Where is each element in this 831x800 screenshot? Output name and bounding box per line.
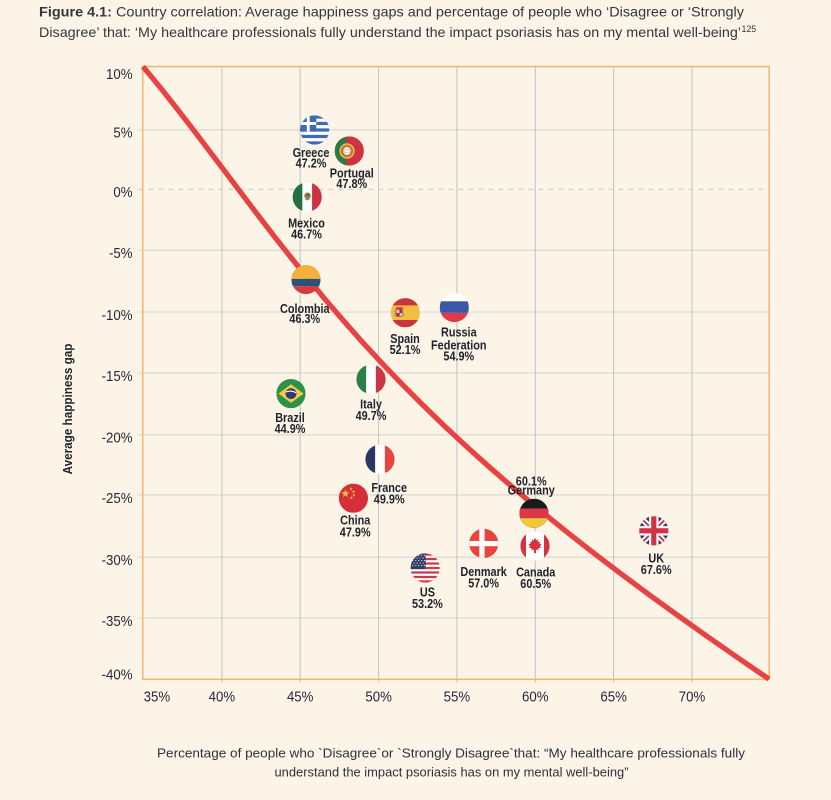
svg-text:China: China	[340, 513, 371, 528]
svg-text:-40%: -40%	[102, 666, 133, 683]
svg-text:-35%: -35%	[102, 612, 133, 629]
svg-text:49.7%: 49.7%	[356, 408, 387, 423]
svg-text:-15%: -15%	[102, 367, 133, 384]
svg-text:60.5%: 60.5%	[520, 576, 551, 591]
svg-text:Federation: Federation	[431, 338, 487, 353]
svg-text:55%: 55%	[444, 688, 471, 705]
svg-text:Russia: Russia	[441, 325, 477, 340]
svg-text:5%: 5%	[113, 124, 132, 141]
svg-text:Percentage of people who `Disa: Percentage of people who `Disagree`or `S…	[157, 746, 746, 761]
svg-text:-5%: -5%	[109, 245, 133, 262]
svg-text:Spain: Spain	[390, 331, 420, 346]
svg-text:44.9%: 44.9%	[275, 421, 306, 436]
svg-text:60%: 60%	[522, 688, 549, 705]
svg-text:53.2%: 53.2%	[412, 596, 443, 611]
svg-text:Figure 4.1: Country correlatio: Figure 4.1: Country correlation: Average…	[39, 4, 744, 19]
svg-text:Canada: Canada	[516, 565, 556, 580]
svg-text:Germany: Germany	[508, 483, 555, 498]
svg-text:-20%: -20%	[102, 429, 133, 446]
svg-text:57.0%: 57.0%	[468, 576, 499, 591]
svg-text:49.9%: 49.9%	[374, 492, 405, 507]
svg-text:40%: 40%	[209, 688, 236, 705]
svg-text:US: US	[420, 585, 435, 600]
svg-text:125: 125	[742, 24, 757, 34]
svg-text:Average happiness gap: Average happiness gap	[60, 343, 75, 474]
svg-text:45%: 45%	[287, 688, 314, 705]
svg-text:50%: 50%	[365, 688, 392, 705]
svg-text:Italy: Italy	[360, 397, 382, 412]
svg-text:67.6%: 67.6%	[641, 562, 672, 577]
svg-text:52.1%: 52.1%	[390, 342, 421, 357]
svg-text:Brazil: Brazil	[275, 410, 305, 425]
svg-text:Greece: Greece	[293, 145, 330, 160]
svg-text:70%: 70%	[679, 688, 706, 705]
svg-text:47.8%: 47.8%	[336, 176, 367, 191]
svg-text:60.1%: 60.1%	[516, 474, 547, 489]
svg-text:Colombia: Colombia	[280, 301, 330, 316]
svg-text:-25%: -25%	[102, 489, 133, 506]
svg-text:Portugal: Portugal	[330, 165, 374, 180]
svg-text:0%: 0%	[113, 183, 132, 200]
svg-text:France: France	[371, 480, 407, 495]
svg-text:-10%: -10%	[102, 306, 133, 323]
svg-text:46.3%: 46.3%	[289, 311, 320, 326]
svg-text:Mexico: Mexico	[288, 216, 325, 231]
svg-text:UK: UK	[648, 551, 664, 566]
svg-text:47.9%: 47.9%	[340, 524, 371, 539]
svg-text:Denmark: Denmark	[460, 564, 507, 579]
svg-text:understand the impact psoriasi: understand the impact psoriasis has on m…	[275, 764, 629, 779]
svg-text:47.2%: 47.2%	[296, 156, 327, 171]
svg-text:46.7%: 46.7%	[291, 227, 322, 242]
svg-text:65%: 65%	[600, 688, 627, 705]
svg-text:54.9%: 54.9%	[443, 349, 474, 364]
svg-text:10%: 10%	[106, 66, 133, 83]
svg-text:35%: 35%	[144, 688, 171, 705]
svg-text:-30%: -30%	[102, 552, 133, 569]
svg-text:Disagree’ that: ‘My healthcare: Disagree’ that: ‘My healthcare professio…	[39, 25, 741, 40]
